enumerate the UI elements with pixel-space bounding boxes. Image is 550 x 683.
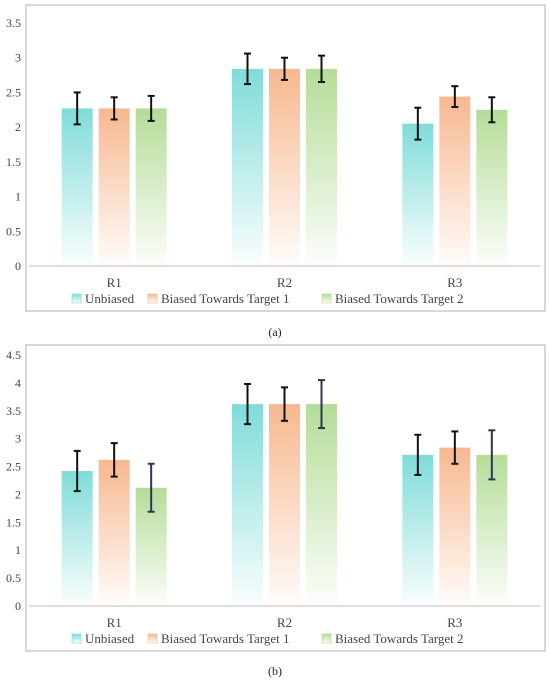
- legend-item: Biased Towards Target 2: [321, 631, 464, 646]
- x-category-label: R1: [107, 275, 122, 290]
- y-tick-label: 2: [15, 120, 21, 134]
- bar-r2-series-2: [269, 404, 300, 606]
- y-tick-label: 0: [15, 599, 21, 613]
- y-tick-label: 0.5: [6, 571, 21, 585]
- chart-a-svg: 0 0.5 1 1.5 2 2.5 3 3.5 R1 R2 R3 Unbiased Biased Tow…: [6, 4, 546, 312]
- error-bar: [414, 106, 422, 141]
- y-tick-label: 2.5: [6, 460, 21, 474]
- legend-label: Biased Towards Target 2: [335, 631, 464, 646]
- y-tick-label: 0.5: [6, 224, 21, 238]
- error-bar: [244, 383, 251, 426]
- error-bar: [110, 442, 118, 478]
- legend-item: Biased Towards Target 1: [147, 291, 290, 306]
- y-tick-label: 3.5: [6, 404, 21, 418]
- y-tick-label: 3: [15, 432, 21, 446]
- legend-label: Biased Towards Target 1: [161, 631, 290, 646]
- y-tick-label: 2: [15, 487, 21, 501]
- error-bar: [244, 52, 251, 86]
- y-tick-label: 1.5: [6, 515, 21, 529]
- chart-b-svg: 0 0.5 1 1.5 2 2.5 3 3.5 4 4.5 R1 R2 R3 Unbiased Biased…: [6, 344, 546, 652]
- x-category-label: R1: [107, 615, 122, 630]
- y-tick-label: 1.5: [6, 155, 21, 169]
- legend-swatch: [71, 633, 82, 644]
- y-tick-label: 2.5: [6, 85, 21, 99]
- error-bar: [281, 56, 288, 81]
- bar-r1-series-3: [135, 108, 167, 266]
- error-bar: [281, 386, 288, 422]
- bar-r3-series-1: [402, 454, 434, 606]
- bar-r2-series-1: [232, 68, 263, 266]
- legend-item: Biased Towards Target 2: [321, 291, 464, 306]
- error-bar: [488, 429, 496, 481]
- legend-label: Unbiased: [85, 291, 135, 306]
- caption-a: (a): [268, 325, 282, 339]
- y-tick-label: 0: [15, 259, 21, 273]
- bar-r1-series-2: [98, 459, 130, 606]
- error-bar: [110, 96, 118, 121]
- error-bar: [318, 379, 325, 430]
- error-bar: [147, 462, 155, 513]
- error-bar: [451, 430, 459, 465]
- bar-r1-series-1: [61, 108, 93, 266]
- error-bar: [73, 91, 81, 126]
- bar-r2-series-3: [306, 404, 337, 606]
- error-bar: [318, 54, 325, 84]
- legend-label: Biased Towards Target 2: [335, 291, 464, 306]
- bar-r3-series-1: [402, 123, 434, 267]
- bar-r1-series-1: [61, 471, 93, 606]
- error-bar: [147, 94, 155, 122]
- y-tick-label: 4: [15, 376, 21, 390]
- chart-panel-a: 0 0.5 1 1.5 2 2.5 3 3.5 R1 R2 R3 Unbiased Biased Tow…: [6, 4, 546, 312]
- x-category-label: R2: [277, 615, 292, 630]
- legend-swatch: [321, 293, 332, 304]
- y-tick-label: 4.5: [6, 348, 21, 362]
- x-category-label: R3: [447, 275, 462, 290]
- error-bar: [451, 85, 459, 109]
- y-tick-label: 1: [15, 543, 21, 557]
- x-category-label: R3: [447, 615, 462, 630]
- error-bar: [414, 433, 422, 476]
- bar-r3-series-2: [439, 447, 471, 606]
- legend-swatch: [321, 633, 332, 644]
- caption-b: (b): [268, 664, 282, 678]
- legend-label: Unbiased: [85, 631, 135, 646]
- bar-r3-series-2: [439, 96, 471, 266]
- x-category-label: R2: [277, 275, 292, 290]
- error-bar: [73, 449, 81, 493]
- legend-swatch: [147, 633, 158, 644]
- legend-swatch: [147, 293, 158, 304]
- bar-r3-series-3: [476, 109, 508, 267]
- y-tick-label: 1: [15, 190, 21, 204]
- y-tick-label: 3.5: [6, 16, 21, 30]
- bar-r2-series-3: [306, 68, 337, 266]
- chart-panel-b: 0 0.5 1 1.5 2 2.5 3 3.5 4 4.5 R1 R2 R3 Unbiased Biased…: [0, 340, 550, 683]
- y-tick-label: 3: [15, 51, 21, 65]
- legend-item: Biased Towards Target 1: [147, 631, 290, 646]
- legend-label: Biased Towards Target 1: [161, 291, 290, 306]
- bar-r2-series-1: [232, 404, 263, 606]
- bar-r1-series-2: [98, 108, 130, 266]
- chart-frame: [25, 344, 546, 652]
- legend-swatch: [71, 293, 82, 304]
- bar-r2-series-2: [269, 68, 300, 266]
- legend-item: Unbiased: [71, 291, 135, 306]
- legend-item: Unbiased: [71, 631, 135, 646]
- error-bar: [488, 96, 496, 124]
- chart-frame: [25, 4, 546, 312]
